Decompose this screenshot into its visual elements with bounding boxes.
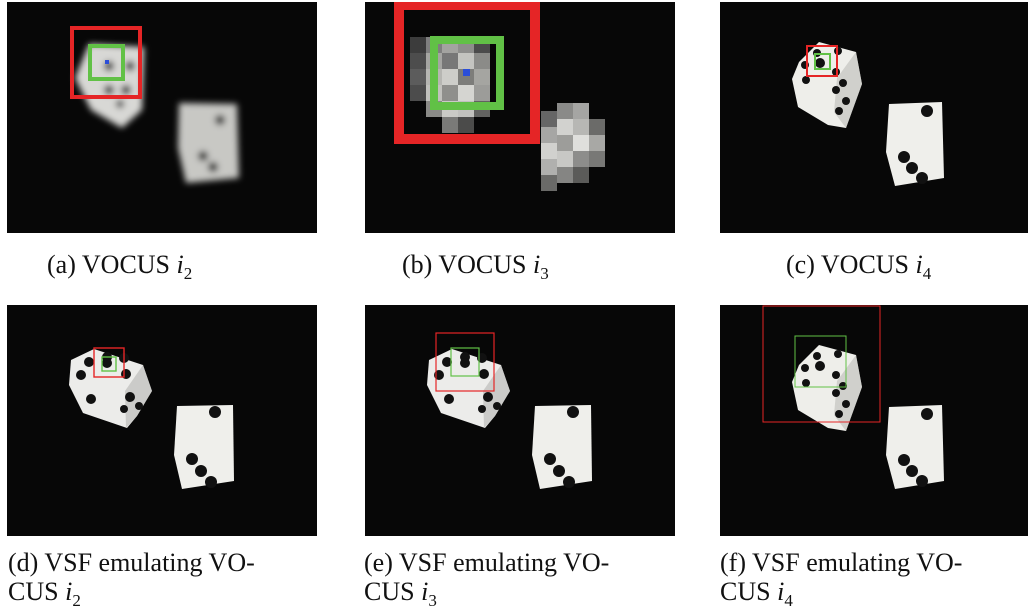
caption-a: (a) VOCUS i2 <box>47 250 193 282</box>
caption-f-line-2: CUS i4 <box>720 577 962 609</box>
caption-a-subscript: 2 <box>183 264 193 283</box>
caption-e-line-2: CUS i3 <box>364 577 609 609</box>
outer-red-box <box>806 45 838 77</box>
image-background <box>7 305 317 536</box>
caption-f-line-1: (f) VSF emulating VO- <box>720 548 963 577</box>
caption-b-prefix: (b) VOCUS <box>402 250 527 279</box>
caption-b-variable: i3 <box>532 250 549 282</box>
dice-image-e <box>365 305 675 536</box>
right-die <box>532 405 592 489</box>
caption-d-line-2: CUS i2 <box>8 577 255 609</box>
caption-b: (b) VOCUS i3 <box>402 250 549 282</box>
outer-red-box <box>762 305 881 423</box>
caption-a-prefix: (a) VOCUS <box>47 250 171 279</box>
caption-d-prefix: CUS <box>8 577 59 606</box>
caption-c-subscript: 4 <box>922 264 932 283</box>
panel-c-image <box>720 2 1028 233</box>
caption-f: (f) VSF emulating VO- CUS i4 <box>720 548 963 609</box>
caption-e-variable: i3 <box>421 577 437 609</box>
caption-d-subscript: 2 <box>72 591 81 610</box>
right-die <box>886 405 944 489</box>
right-die-pips <box>898 105 933 184</box>
inner-green-box <box>88 44 125 81</box>
caption-e: (e) VSF emulating VO- CUS i3 <box>364 548 610 609</box>
caption-e-prefix: CUS <box>364 577 415 606</box>
left-die-pips <box>434 352 501 413</box>
caption-c: (c) VOCUS i4 <box>786 250 932 282</box>
right-die-pips <box>898 408 933 487</box>
caption-f-variable: i4 <box>777 577 793 609</box>
right-die-pips <box>186 406 221 488</box>
image-background <box>720 305 1028 536</box>
left-die-pips <box>801 350 850 418</box>
caption-a-variable: i2 <box>176 250 193 282</box>
outer-red-box <box>394 2 540 144</box>
caption-e-line-1: (e) VSF emulating VO- <box>364 548 610 577</box>
right-die-blurred <box>178 103 239 183</box>
pixelated-right-die <box>541 103 605 191</box>
outer-red-box <box>70 26 142 99</box>
caption-e-subscript: 3 <box>428 591 437 610</box>
dice-image-a <box>7 2 317 233</box>
image-background <box>365 2 675 233</box>
caption-d-var: i <box>65 577 73 606</box>
caption-f-prefix: CUS <box>720 577 771 606</box>
center-marker <box>105 60 109 64</box>
caption-f-subscript: 4 <box>784 591 793 610</box>
caption-d-variable: i2 <box>65 577 81 609</box>
panel-d-image <box>7 305 317 536</box>
caption-d: (d) VSF emulating VO- CUS i2 <box>8 548 255 609</box>
inner-green-box <box>101 356 117 372</box>
caption-e-var: i <box>421 577 429 606</box>
caption-b-var: i <box>532 250 541 279</box>
inner-green-box <box>794 335 847 388</box>
panel-a-image <box>7 2 317 233</box>
right-die <box>174 405 234 489</box>
inner-green-box <box>450 347 480 377</box>
right-die-pips <box>544 406 579 488</box>
inner-green-box <box>814 53 831 70</box>
right-die <box>886 102 944 186</box>
caption-c-variable: i4 <box>915 250 932 282</box>
outer-red-box <box>93 347 125 378</box>
dice-image-f <box>720 305 1028 536</box>
caption-a-var: i <box>176 250 184 279</box>
center-marker <box>463 69 470 76</box>
panel-e-image <box>365 305 675 536</box>
image-background <box>720 2 1028 233</box>
inner-green-box <box>430 36 504 110</box>
dice-image-d <box>7 305 317 536</box>
caption-c-var: i <box>915 250 923 279</box>
panel-f-image <box>720 305 1028 536</box>
dice-image-c <box>720 2 1028 233</box>
caption-c-prefix: (c) VOCUS <box>786 250 910 279</box>
caption-f-var: i <box>777 577 785 606</box>
dice-image-b <box>365 2 675 233</box>
image-background <box>7 2 317 233</box>
panel-b-image <box>365 2 675 233</box>
caption-b-subscript: 3 <box>540 264 549 283</box>
outer-red-box <box>435 332 495 392</box>
caption-d-line-1: (d) VSF emulating VO- <box>8 548 255 577</box>
image-background <box>365 305 675 536</box>
